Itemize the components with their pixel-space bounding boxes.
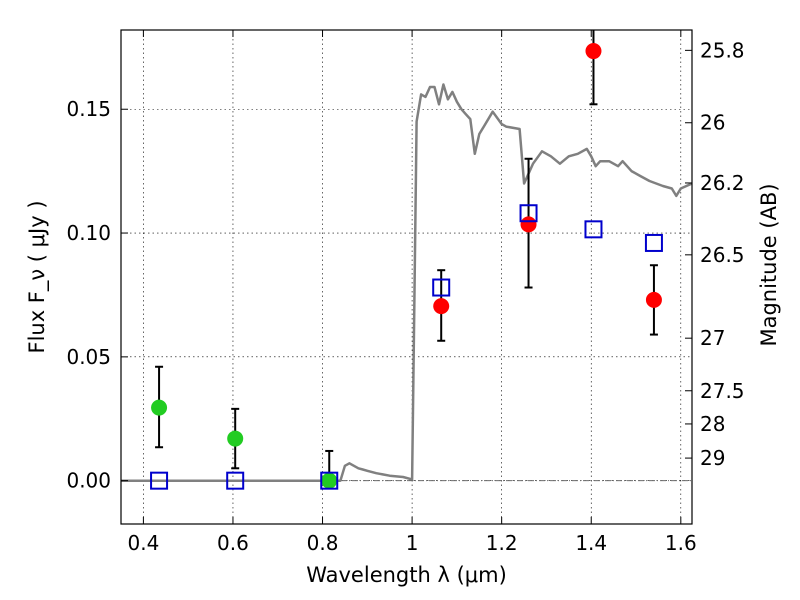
undetected-point bbox=[151, 399, 168, 416]
detected-point bbox=[585, 43, 602, 60]
y-tick-label: 0.00 bbox=[66, 469, 111, 493]
right-axis-label: Magnitude (AB) bbox=[757, 183, 781, 346]
y-tick-label: 0.10 bbox=[66, 221, 111, 245]
right-tick-label: 27.5 bbox=[700, 379, 745, 403]
x-tick-label: 1.2 bbox=[486, 531, 518, 555]
tick-labels: 0.4 0.6 0.8 1 1.2 1.4 1.6 0.00 0.05 0.10 0.15 25.8 2… bbox=[66, 38, 744, 555]
x-tick-label: 0.6 bbox=[217, 531, 249, 555]
right-tick-label: 26 bbox=[700, 111, 725, 135]
model-square bbox=[584, 220, 603, 239]
axis-ticks bbox=[121, 30, 692, 524]
right-tick-label: 26.5 bbox=[700, 243, 745, 267]
model-square bbox=[226, 471, 245, 490]
x-tick-label: 1.4 bbox=[575, 531, 607, 555]
model-square bbox=[644, 233, 663, 252]
data-points bbox=[151, 43, 662, 489]
right-tick-label: 26.2 bbox=[700, 171, 745, 195]
model-square bbox=[519, 204, 538, 223]
template-spectrum-line bbox=[121, 83, 693, 482]
x-tick-label: 1.6 bbox=[665, 531, 697, 555]
detected-point bbox=[433, 298, 450, 315]
y-tick-label: 0.05 bbox=[66, 345, 111, 369]
undetected-point bbox=[227, 430, 244, 447]
x-tick-label: 0.8 bbox=[307, 531, 339, 555]
plot-frame bbox=[120, 29, 693, 525]
model-photometry-markers bbox=[150, 204, 663, 490]
y-tick-label: 0.15 bbox=[66, 97, 111, 121]
grid-lines bbox=[121, 30, 692, 524]
x-tick-label: 0.4 bbox=[127, 531, 159, 555]
undetected-point bbox=[321, 472, 338, 489]
y-axis-label: Flux F_ν ( μJy ) bbox=[25, 200, 50, 353]
model-square bbox=[150, 471, 169, 490]
model-square bbox=[432, 278, 451, 297]
right-tick-label: 27 bbox=[700, 326, 725, 350]
detected-point bbox=[520, 216, 537, 233]
right-tick-label: 28 bbox=[700, 412, 725, 436]
error-bars bbox=[155, 30, 658, 482]
detected-point bbox=[645, 291, 662, 308]
x-axis-label: Wavelength λ (μm) bbox=[306, 563, 507, 587]
right-tick-label: 25.8 bbox=[700, 38, 745, 62]
model-square bbox=[320, 471, 339, 490]
x-tick-label: 1 bbox=[406, 531, 419, 555]
right-tick-label: 29 bbox=[700, 446, 725, 470]
